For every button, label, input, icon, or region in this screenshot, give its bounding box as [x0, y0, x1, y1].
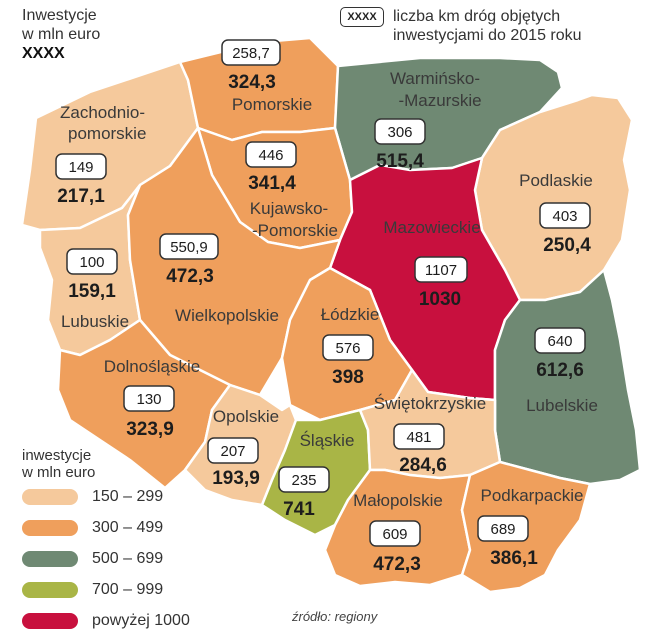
invest-warminsko-mazurskie: 515,4 — [376, 151, 424, 172]
key-text-line1: liczba km dróg objętych — [393, 8, 561, 25]
map-title-marker: XXXX — [22, 44, 100, 63]
invest-dolnoslaskie: 323,9 — [126, 419, 174, 440]
label-kujawsko-pomorskie-name1: Kujawsko- — [250, 199, 328, 218]
legend-item-300-499: 300 – 499 — [22, 518, 163, 538]
invest-mazowieckie: 1030 — [419, 289, 461, 310]
invest-lodzkie: 398 — [332, 367, 364, 388]
km-box-swietokrzyskie — [393, 423, 445, 450]
label-pomorskie-name: Pomorskie — [232, 95, 312, 114]
label-wielkopolskie-name: Wielkopolskie — [175, 306, 279, 325]
label-swietokrzyskie-name: Świętokrzyskie — [374, 394, 486, 413]
km-kujawsko-pomorskie: 446 — [258, 147, 283, 164]
label-slaskie-name: Śląskie — [300, 431, 355, 450]
km-box-lodzkie — [322, 334, 374, 361]
legend-item-700-999: 700 – 999 — [22, 580, 163, 600]
km-swietokrzyskie: 481 — [406, 429, 431, 446]
km-dolnoslaskie: 130 — [136, 391, 161, 408]
invest-lubelskie: 612,6 — [536, 360, 584, 381]
invest-podkarpackie: 386,1 — [490, 548, 538, 569]
invest-podlaskie: 250,4 — [543, 235, 591, 256]
km-slaskie: 235 — [291, 472, 316, 489]
legend-label: 300 – 499 — [92, 519, 164, 536]
label-lodzkie-name: Łódzkie — [321, 305, 380, 324]
map-title-line2: w mln euro — [22, 26, 101, 43]
legend-label: 150 – 299 — [92, 488, 164, 505]
label-zachodniopomorskie-name1: Zachodnio- — [60, 103, 145, 122]
km-wielkopolskie: 550,9 — [170, 239, 208, 256]
legend-title-line2: w mln euro — [22, 464, 96, 481]
km-warminsko-mazurskie: 306 — [387, 124, 412, 141]
km-malopolskie: 609 — [382, 526, 407, 543]
label-lubuskie-name: Lubuskie — [61, 312, 129, 331]
legend-title-line1: inwestycje — [22, 447, 92, 464]
label-podkarpackie-name: Podkarpackie — [480, 486, 583, 505]
legend-item-1000-plus: powyżej 1000 — [22, 611, 190, 631]
label-kujawsko-pomorskie-name2: -Pomorskie — [252, 221, 338, 240]
km-opolskie: 207 — [220, 443, 245, 460]
invest-slaskie: 741 — [283, 499, 315, 520]
invest-malopolskie: 472,3 — [373, 554, 421, 575]
legend-item-150-299: 150 – 299 — [22, 487, 163, 507]
legend-label: 500 – 699 — [92, 550, 164, 567]
key-text-line2: inwestycjami do 2015 roku — [393, 27, 582, 44]
km-box-lubuskie — [66, 248, 118, 275]
km-lodzkie: 576 — [335, 340, 360, 357]
legend-title: inwestycje w mln euro — [22, 447, 95, 481]
km-lubuskie: 100 — [79, 254, 104, 271]
km-box-zachodniopomorskie — [55, 153, 107, 180]
km-box-podlaskie — [539, 202, 591, 229]
label-dolnoslaskie-name: Dolnośląskie — [104, 357, 200, 376]
km-box-malopolskie — [369, 520, 421, 547]
km-box-opolskie — [207, 437, 259, 464]
km-podkarpackie: 689 — [490, 521, 515, 538]
map-title-line1: Inwestycje — [22, 7, 97, 24]
km-box-wielkopolskie — [159, 233, 219, 260]
invest-zachodniopomorskie: 217,1 — [57, 186, 105, 207]
key-text: liczba km dróg objętych inwestycjami do … — [393, 7, 582, 45]
km-box-slaskie — [278, 466, 330, 493]
label-warminsko-mazurskie-name2: -Mazurskie — [398, 91, 481, 110]
label-opolskie-name: Opolskie — [213, 407, 279, 426]
map-title: Inwestycje w mln euro XXXX — [22, 6, 100, 63]
label-mazowieckie-name: Mazowieckie — [383, 218, 480, 237]
invest-pomorskie: 324,3 — [228, 72, 276, 93]
label-zachodniopomorskie-name2: pomorskie — [68, 124, 146, 143]
km-zachodniopomorskie: 149 — [68, 159, 93, 176]
legend-item-500-699: 500 – 699 — [22, 549, 163, 569]
invest-opolskie: 193,9 — [212, 468, 260, 489]
invest-kujawsko-pomorskie: 341,4 — [248, 173, 296, 194]
legend-swatch — [22, 520, 78, 536]
label-malopolskie-name: Małopolskie — [353, 491, 443, 510]
label-lubelskie-name: Lubelskie — [526, 396, 598, 415]
km-lubelskie: 640 — [547, 333, 572, 350]
km-mazowieckie: 1107 — [425, 262, 457, 279]
label-warminsko-mazurskie-name1: Warmińsko- — [390, 69, 480, 88]
km-box-podkarpackie — [477, 515, 529, 542]
invest-lubuskie: 159,1 — [68, 281, 116, 302]
legend-swatch — [22, 551, 78, 567]
legend-label: powyżej 1000 — [92, 612, 190, 629]
km-box-warminsko-mazurskie — [374, 118, 426, 145]
legend-swatch — [22, 489, 78, 505]
km-box-dolnoslaskie — [123, 385, 175, 412]
km-box-mazowieckie — [414, 256, 468, 283]
legend-swatch — [22, 613, 78, 629]
km-podlaskie: 403 — [552, 208, 577, 225]
source-note: źródło: regiony — [292, 609, 378, 624]
key-box: XXXX — [340, 7, 384, 27]
label-podlaskie-name: Podlaskie — [519, 171, 593, 190]
invest-swietokrzyskie: 284,6 — [399, 455, 447, 476]
km-box-kujawsko-pomorskie — [245, 141, 297, 168]
invest-wielkopolskie: 472,3 — [166, 266, 214, 287]
km-pomorskie: 258,7 — [232, 45, 270, 62]
map-title-marker-text: XXXX — [22, 45, 65, 62]
km-box-lubelskie — [534, 327, 586, 354]
km-box-pomorskie — [221, 39, 281, 66]
legend-swatch — [22, 582, 78, 598]
legend-label: 700 – 999 — [92, 581, 164, 598]
